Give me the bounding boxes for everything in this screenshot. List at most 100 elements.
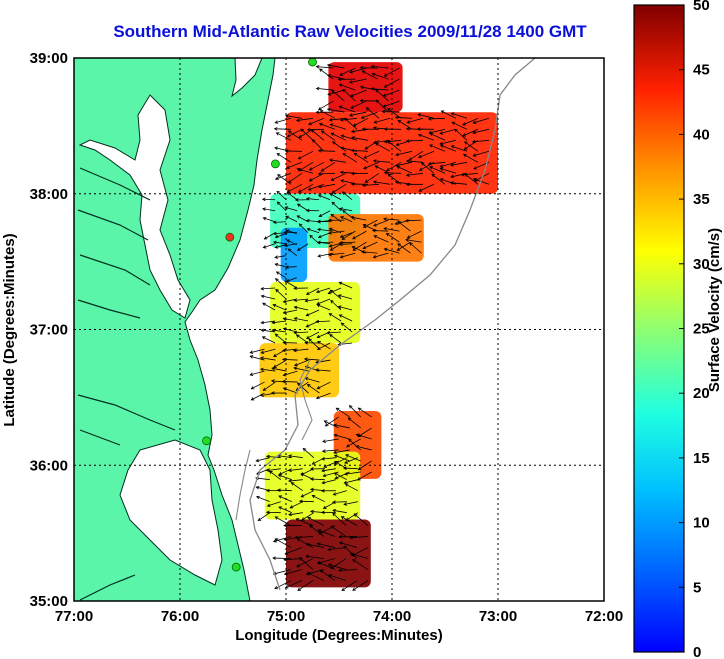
velocity-arrowhead <box>265 510 270 515</box>
velocity-arrow <box>316 287 331 293</box>
velocity-arrowhead <box>308 167 313 171</box>
plot-title: Southern Mid-Atlantic Raw Velocities 200… <box>113 22 587 41</box>
velocity-arrow <box>327 331 342 334</box>
velocity-arrowhead <box>342 88 347 93</box>
velocity-arrow <box>266 455 281 459</box>
velocity-arrowhead <box>397 119 402 124</box>
velocity-arrow <box>451 145 468 152</box>
velocity-arrowhead <box>277 174 281 178</box>
velocity-arrowhead <box>338 83 343 87</box>
velocity-arrow <box>309 161 325 171</box>
velocity-arrowhead <box>294 198 299 202</box>
velocity-arrow <box>275 117 292 124</box>
velocity-arrow <box>301 490 314 498</box>
velocity-arrowhead <box>272 353 277 357</box>
velocity-arrowhead <box>334 461 338 465</box>
velocity-arrow <box>451 112 468 119</box>
velocity-arrowhead <box>350 148 355 153</box>
velocity-arrow <box>343 545 358 559</box>
velocity-arrowhead <box>296 247 301 251</box>
velocity-arrowhead <box>355 445 360 449</box>
velocity-arrow <box>296 518 314 526</box>
velocity-arrowhead <box>394 221 399 226</box>
velocity-arrow <box>306 309 320 317</box>
velocity-arrowhead <box>348 80 353 84</box>
velocity-arrowhead <box>290 482 295 486</box>
velocity-arrowhead <box>397 243 401 247</box>
velocity-arrowhead <box>335 407 340 412</box>
velocity-arrow <box>285 206 298 212</box>
velocity-arrowhead <box>326 107 331 112</box>
velocity-arrowhead <box>397 221 402 225</box>
velocity-arrowhead <box>300 473 305 477</box>
velocity-arrowhead <box>317 341 321 345</box>
velocity-arrowhead <box>348 113 353 117</box>
velocity-arrow <box>318 232 331 238</box>
velocity-arrowhead <box>317 219 321 224</box>
velocity-arrowhead <box>317 172 322 176</box>
velocity-arrow <box>464 141 479 152</box>
velocity-arrowhead <box>339 234 344 238</box>
velocity-arrow <box>278 506 292 514</box>
velocity-arrowhead <box>372 255 377 259</box>
velocity-arrowhead <box>409 242 413 246</box>
velocity-arrowhead <box>302 447 307 452</box>
velocity-arrowhead <box>473 166 477 170</box>
velocity-arrow <box>328 287 342 294</box>
velocity-arrowhead <box>304 298 309 303</box>
velocity-arrow <box>348 439 361 451</box>
velocity-arrow <box>274 580 292 590</box>
velocity-arrow <box>352 580 369 591</box>
velocity-arrowhead <box>293 330 298 335</box>
velocity-arrow <box>362 70 378 80</box>
velocity-arrowhead <box>328 574 332 578</box>
velocity-arrow <box>320 161 336 172</box>
velocity-arrow <box>285 580 303 589</box>
velocity-arrow <box>352 230 367 240</box>
velocity-arrow <box>288 455 303 459</box>
velocity-arrowhead <box>333 450 337 455</box>
velocity-arrowhead <box>274 278 279 282</box>
velocity-arrowhead <box>328 313 333 317</box>
chesapeake-bay <box>78 94 191 319</box>
velocity-arrow <box>440 128 457 135</box>
velocity-arrowhead <box>341 587 346 592</box>
y-axis-label: Latitude (Degrees:Minutes) <box>1 233 18 426</box>
velocity-arrowhead <box>276 201 281 205</box>
velocity-arrow <box>330 300 342 311</box>
velocity-arrow <box>317 381 331 390</box>
velocity-arrow <box>284 558 303 561</box>
velocity-arrowhead <box>318 213 323 218</box>
velocity-arrow <box>331 183 347 194</box>
velocity-arrowhead <box>274 120 279 124</box>
velocity-arrowhead <box>288 468 292 473</box>
velocity-arrowhead <box>350 129 355 134</box>
velocity-arrow <box>375 142 391 152</box>
velocity-arrow <box>316 88 334 91</box>
y-tick-label: 38:00 <box>30 186 68 203</box>
radar-station-marker <box>270 159 280 169</box>
velocity-arrowhead <box>320 489 325 493</box>
y-tick-label: 37:00 <box>30 322 68 339</box>
velocity-arrowhead <box>394 115 399 120</box>
velocity-arrow <box>321 457 336 460</box>
velocity-arrowhead <box>331 500 336 504</box>
velocity-arrow <box>341 580 358 591</box>
velocity-arrow <box>372 73 389 80</box>
velocity-arrow <box>276 190 287 201</box>
velocity-arrowhead <box>250 397 255 401</box>
velocity-arrowhead <box>297 156 302 160</box>
velocity-arrow <box>276 153 292 163</box>
velocity-arrow <box>251 381 265 390</box>
velocity-arrow <box>373 181 391 185</box>
velocity-arrow <box>272 329 287 333</box>
velocity-arrowhead <box>298 557 303 561</box>
velocity-arrowhead <box>351 136 355 140</box>
velocity-arrow <box>373 139 391 144</box>
x-tick-label: 74:00 <box>373 608 411 625</box>
velocity-arrow <box>406 139 424 142</box>
velocity-arrow <box>294 331 309 334</box>
velocity-arrowhead <box>328 231 332 235</box>
velocity-arrow <box>396 241 411 251</box>
velocity-arrowhead <box>274 516 279 520</box>
